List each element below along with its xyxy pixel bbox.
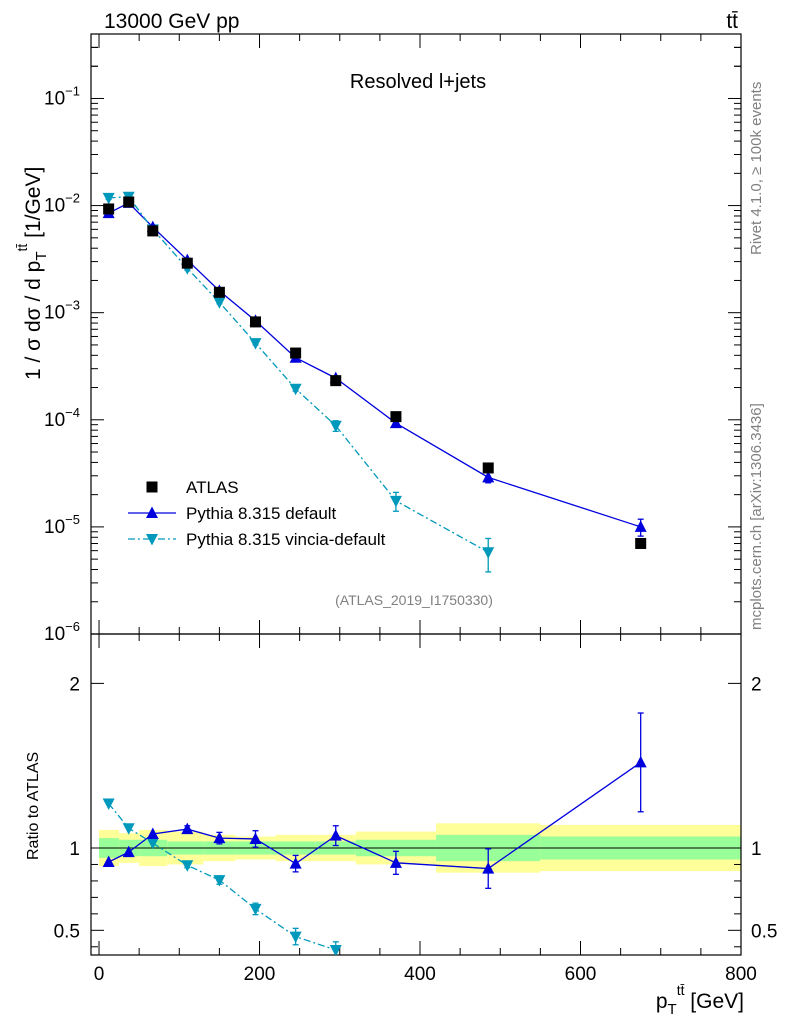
ratio-default-point (249, 832, 262, 844)
main-y-tick-label: 10−1 (44, 83, 80, 109)
main-y-tick-label: 10−3 (44, 298, 80, 324)
x-tick-label: 800 (725, 964, 757, 985)
ratio-vincia-line (108, 803, 336, 951)
atlas-point (635, 537, 647, 549)
legend-label: Pythia 8.315 default (186, 504, 337, 523)
rivet-label: Rivet 4.1.0, ≥ 100k events (748, 82, 765, 255)
x-tick-label: 600 (565, 964, 597, 985)
atlas-point (330, 375, 342, 387)
pythia-vincia-point (482, 547, 495, 559)
ratio-frame (90, 633, 742, 956)
ratio-y-tick-label-right: 1 (751, 839, 762, 860)
pythia-vincia-point (329, 420, 342, 433)
legend-marker-default (146, 506, 158, 518)
pythia-default-point (482, 470, 495, 483)
atlas-point (482, 462, 494, 474)
ratio-default-point (146, 827, 159, 840)
svg-text:pTtt̄ [GeV]: pTtt̄ [GeV] (656, 982, 744, 1018)
chart-title: Resolved l+jets (350, 71, 486, 93)
main-y-tick-label: 10−6 (44, 619, 80, 645)
ratio-vincia-point (213, 875, 226, 887)
ratio-default-point (213, 831, 226, 844)
ratio-default-point (329, 829, 342, 841)
pythia-default-point (634, 520, 647, 532)
atlas-point (290, 347, 302, 359)
ratio-vincia-point (102, 798, 115, 811)
analysis-id: (ATLAS_2019_I1750330) (335, 592, 493, 608)
ratio-y-tick-label-right: 0.5 (751, 921, 777, 942)
atlas-point (147, 225, 159, 237)
x-tick-label: 400 (404, 964, 436, 985)
atlas-point (390, 411, 402, 423)
atlas-point (181, 257, 193, 269)
legend-marker-atlas (146, 481, 158, 493)
ratio-y-tick-label: 1 (69, 839, 80, 860)
pythia-vincia-point (389, 495, 402, 508)
legend-label: ATLAS (186, 478, 239, 497)
main-y-tick-label: 10−2 (44, 191, 80, 217)
ratio-series (102, 712, 647, 955)
ratio-default-point (102, 855, 115, 867)
ratio-vincia-point (289, 931, 302, 944)
ratio-default-point (389, 856, 402, 868)
pythia-vincia-point (289, 383, 302, 396)
svg-text:1 / σ dσ / d pTtt̄ [1/GeV]: 1 / σ dσ / d pTtt̄ [1/GeV] (14, 167, 50, 380)
ratio-y-tick-label: 0.5 (54, 921, 80, 942)
main-ylabel: 1 / σ dσ / d pTtt̄ [1/GeV] (14, 167, 50, 380)
main-panel: 10−6 10−5 10−4 10−3 10−2 10−1 ATLAS Pythia 8.31… (44, 33, 742, 645)
pythia-vincia-point (102, 192, 115, 205)
x-axis-label: pTtt̄ [GeV] (656, 982, 744, 1018)
ratio-default-point (482, 862, 495, 874)
pythia-vincia-point (213, 297, 226, 309)
ratio-y-tick-label-right: 2 (751, 674, 762, 695)
legend-label: Pythia 8.315 vincia-default (186, 530, 386, 549)
x-tick-label: 200 (244, 964, 276, 985)
ratio-default-point (634, 755, 647, 768)
atlas-point (123, 196, 135, 208)
process-label: tt̄ (726, 10, 738, 33)
ratio-default-point (122, 845, 135, 858)
ratio-vincia-point (122, 823, 135, 835)
main-y-tick-label: 10−5 (44, 512, 80, 538)
energy-label: 13000 GeV pp (104, 10, 239, 33)
atlas-point (250, 316, 262, 328)
ratio-vincia-point (329, 945, 342, 955)
atlas-point (103, 203, 115, 215)
x-tick-label: 0 (94, 964, 105, 985)
pythia-default-point (389, 416, 402, 429)
ratio-y-tick-label: 2 (69, 674, 80, 695)
ratio-default-point (181, 822, 194, 835)
mcplots-label: mcplots.cern.ch [arXiv:1306.3436] (748, 403, 765, 630)
pythia-vincia-point (249, 338, 262, 350)
ratio-vincia-point (181, 860, 194, 872)
legend-marker-vincia (146, 534, 158, 546)
ratio-default-point (289, 857, 302, 869)
legend: ATLAS Pythia 8.315 default Pythia 8.315 vi… (128, 478, 386, 549)
ratio-vincia-point (146, 838, 159, 850)
atlas-point (213, 286, 225, 298)
ratio-ylabel: Ratio to ATLAS (25, 752, 42, 860)
pythia-vincia-line (108, 196, 489, 553)
ratio-panel: 0 200 400 600 800 0.5 0.5 1 1 2 2 (54, 633, 777, 985)
ratio-vincia-point (249, 903, 262, 916)
main-y-tick-label: 10−4 (44, 405, 80, 431)
